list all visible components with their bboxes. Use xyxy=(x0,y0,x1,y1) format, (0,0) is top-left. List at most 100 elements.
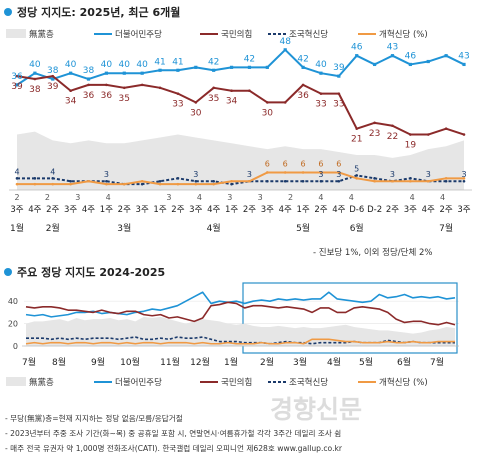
x-tick-label: 1주 xyxy=(100,205,113,215)
x-tick-label: 2주 xyxy=(118,205,131,215)
data-label-ppp: 35 xyxy=(119,94,130,104)
data-label-josc: 3 xyxy=(247,170,252,179)
data-point-gaehyuk xyxy=(319,171,323,174)
data-point-josc xyxy=(409,177,412,180)
x-tick-label: 4주 xyxy=(207,205,220,215)
data-point-gaehyuk xyxy=(51,182,55,186)
x-tick-label: 4주 xyxy=(28,205,41,215)
data-label-minju: 43 xyxy=(458,51,469,61)
data-label-minju: 40 xyxy=(101,60,113,70)
data-point-gaehyuk xyxy=(426,179,430,183)
data-label-minju: 42 xyxy=(208,57,219,67)
data-point-gaehyuk xyxy=(69,182,72,186)
x-unit-label: 2 xyxy=(45,193,50,202)
series-area-nonparty xyxy=(26,316,455,346)
data-point-ppp xyxy=(391,124,394,128)
data-point-ppp xyxy=(51,74,55,78)
x-tick-label: 4주 xyxy=(332,205,345,215)
x-tick-label: 4주 xyxy=(422,205,435,215)
chart1-note: - 진보당 1%, 이외 정당/단체 2% xyxy=(313,247,433,258)
data-point-gaehyuk xyxy=(176,182,180,186)
x-tick-label: 3주 xyxy=(457,205,470,215)
legend-label-minju: 더불어민주당 xyxy=(115,377,162,388)
data-point-josc xyxy=(15,177,19,180)
data-point-minju xyxy=(158,68,162,72)
data-label-ppp: 19 xyxy=(405,141,417,151)
x-tick-label: 2주 xyxy=(46,205,59,215)
chart2-legend: 無黨층 더불어민주당 국민의힘 조국혁신당 개혁신당 (%) xyxy=(6,377,428,388)
data-point-gaehyuk xyxy=(391,179,394,183)
data-point-ppp xyxy=(426,133,430,136)
data-label-ppp: 30 xyxy=(190,108,202,118)
data-label-minju: 40 xyxy=(119,60,131,70)
data-label-gaehyuk: 6 xyxy=(283,159,288,168)
data-label-ppp: 21 xyxy=(351,135,362,145)
data-point-minju xyxy=(69,71,73,75)
data-label-josc: 3 xyxy=(104,170,109,179)
data-point-minju xyxy=(373,62,377,67)
chart1-legend: 無黨층 더불어민주당 국민의힘 조국혁신당 개혁신당 (%) xyxy=(6,29,428,40)
month-label: 7월 xyxy=(439,222,453,234)
data-point-minju xyxy=(86,77,91,81)
data-point-josc xyxy=(283,179,287,183)
month-label: 5월 xyxy=(359,356,373,368)
data-point-minju xyxy=(104,71,108,75)
data-point-josc xyxy=(212,179,215,183)
x-unit-label: 3 xyxy=(166,193,171,202)
data-label-josc: 3 xyxy=(461,170,466,179)
data-label-minju: 40 xyxy=(65,60,77,70)
data-label-josc: 5 xyxy=(354,164,359,173)
data-label-minju: 48 xyxy=(279,37,291,47)
data-point-minju xyxy=(51,77,55,81)
x-tick-label: 2주 xyxy=(386,205,399,215)
data-point-ppp xyxy=(176,92,180,95)
legend-label-nonparty: 無黨층 xyxy=(29,29,54,40)
x-tick-label: 3주 xyxy=(189,205,202,215)
data-point-ppp xyxy=(301,83,305,87)
data-point-ppp xyxy=(122,86,126,90)
data-label-minju: 40 xyxy=(136,60,148,70)
data-point-gaehyuk xyxy=(158,182,162,186)
data-point-ppp xyxy=(158,86,162,90)
data-point-ppp xyxy=(373,121,376,125)
data-point-gaehyuk xyxy=(355,177,359,180)
legend-label-minju: 더불어민주당 xyxy=(115,29,162,40)
month-label: 4월 xyxy=(207,222,221,234)
x-unit-label: 4 xyxy=(106,193,111,202)
title-bullet-icon xyxy=(4,8,12,16)
data-label-ppp: 33 xyxy=(333,100,344,110)
data-point-ppp xyxy=(444,127,448,130)
chart2-title: 주요 정당 지지도 2024-2025 xyxy=(17,265,165,279)
data-label-ppp: 36 xyxy=(297,91,309,101)
x-unit-label: 3 xyxy=(227,193,232,202)
legend-label-ppp: 국민의힘 xyxy=(221,29,252,40)
data-point-gaehyuk xyxy=(409,179,412,183)
month-label: 2월 xyxy=(46,222,60,234)
data-point-ppp xyxy=(266,101,269,104)
data-label-josc: 3 xyxy=(426,170,431,179)
series-line-ppp xyxy=(16,75,465,136)
month-label: 4월 xyxy=(327,356,341,368)
data-point-gaehyuk xyxy=(15,182,19,186)
x-tick-label: 3주 xyxy=(404,205,417,215)
month-label: 8월 xyxy=(52,356,66,368)
legend-label-josc: 조국혁신당 xyxy=(289,377,328,388)
legend-label-gaehyuk: 개혁신당 (%) xyxy=(379,29,428,40)
series-line-gaehyuk xyxy=(25,338,455,345)
data-point-ppp xyxy=(15,74,19,78)
x-tick-label: 1주 xyxy=(225,205,238,215)
data-label-minju: 36 xyxy=(11,72,23,82)
month-label: 6월 xyxy=(350,222,364,234)
data-label-minju: 41 xyxy=(172,57,183,67)
data-label-josc: 3 xyxy=(318,170,323,179)
data-point-minju xyxy=(301,65,305,69)
data-label-minju: 38 xyxy=(83,66,95,76)
x-unit-label: 4 xyxy=(440,193,445,202)
title-bullet-icon xyxy=(4,268,12,276)
x-tick-label: 2주 xyxy=(440,205,453,215)
data-point-minju xyxy=(462,62,466,67)
data-label-ppp: 39 xyxy=(47,82,59,92)
legend-label-josc: 조국혁신당 xyxy=(289,29,328,40)
data-point-gaehyuk xyxy=(283,171,287,174)
